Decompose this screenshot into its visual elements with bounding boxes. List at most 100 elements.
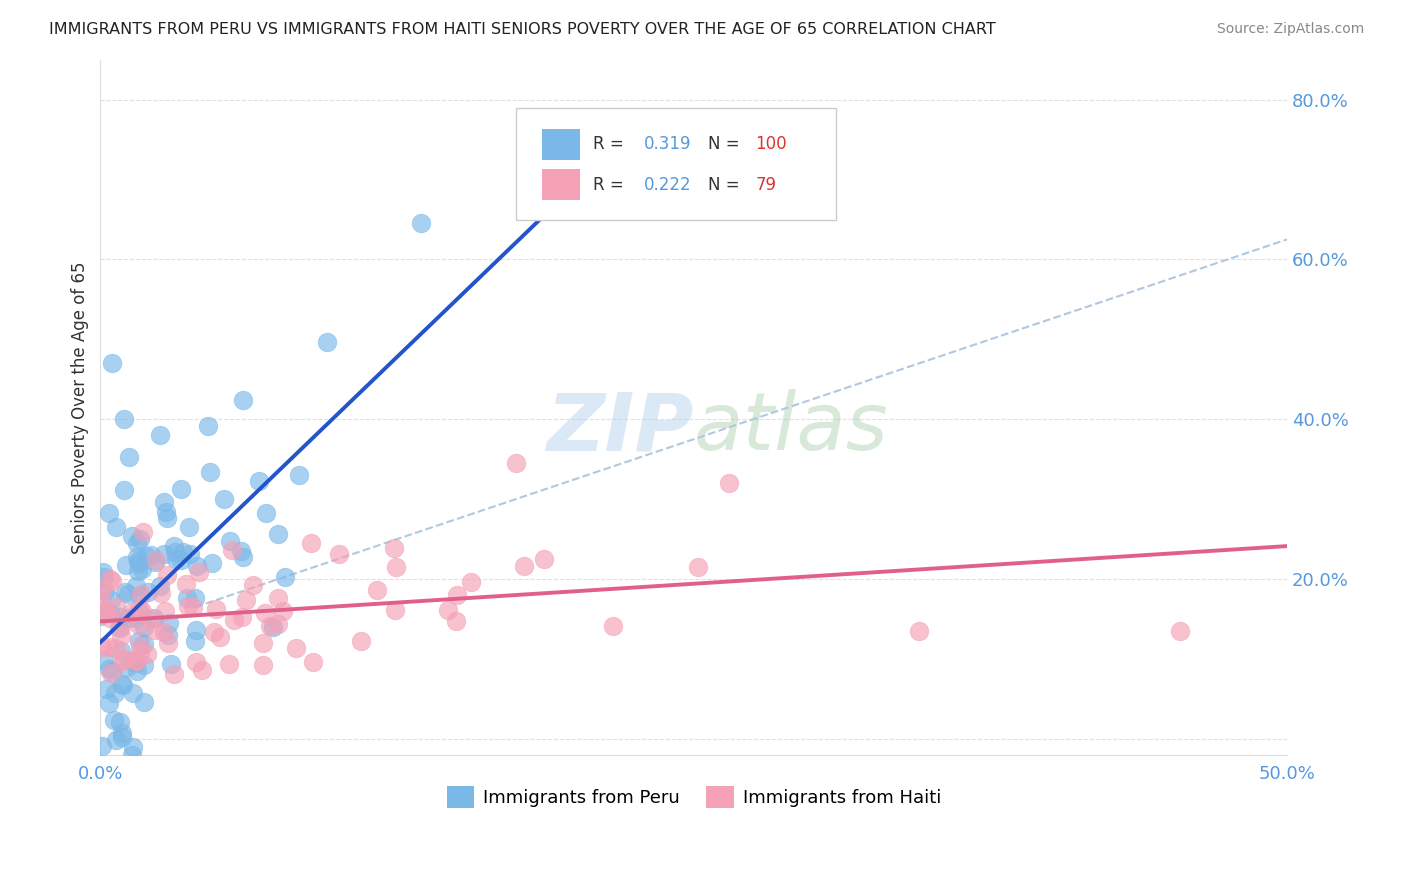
- Point: [143, 555, 166, 569]
- Point: [98, 607, 121, 621]
- Point: [602, 619, 624, 633]
- Point: [202, 624, 225, 639]
- Point: [149, 579, 172, 593]
- Point: [150, 586, 173, 600]
- Point: [299, 536, 322, 550]
- Point: [135, 549, 157, 564]
- Point: [444, 614, 467, 628]
- Point: [235, 592, 257, 607]
- Point: [176, 576, 198, 591]
- Point: [229, 543, 252, 558]
- Point: [177, 519, 200, 533]
- Point: [686, 560, 709, 574]
- FancyBboxPatch shape: [541, 129, 579, 161]
- Point: [125, 579, 148, 593]
- Point: [97, 640, 120, 654]
- Point: [91, 565, 114, 579]
- Point: [134, 695, 156, 709]
- Point: [128, 533, 150, 547]
- Point: [93, 653, 115, 667]
- Point: [259, 618, 281, 632]
- Point: [97, 506, 120, 520]
- Point: [94, 583, 117, 598]
- Point: [152, 625, 174, 640]
- Point: [212, 491, 235, 506]
- Point: [110, 620, 132, 634]
- Point: [205, 602, 228, 616]
- Point: [104, 640, 127, 655]
- Point: [105, 733, 128, 747]
- Point: [184, 591, 207, 605]
- Point: [184, 633, 207, 648]
- Point: [131, 524, 153, 539]
- Point: [170, 482, 193, 496]
- Point: [129, 639, 152, 653]
- Point: [98, 696, 121, 710]
- Point: [267, 591, 290, 605]
- Point: [908, 624, 931, 638]
- Point: [125, 611, 148, 625]
- Point: [134, 620, 156, 634]
- Point: [271, 604, 294, 618]
- Point: [89, 590, 111, 604]
- Point: [153, 494, 176, 508]
- Point: [115, 558, 138, 572]
- Point: [187, 565, 209, 579]
- Point: [94, 682, 117, 697]
- Point: [110, 726, 132, 740]
- Point: [127, 564, 149, 578]
- Point: [169, 553, 191, 567]
- Point: [129, 587, 152, 601]
- Point: [121, 529, 143, 543]
- Text: 0.222: 0.222: [644, 176, 692, 194]
- Text: 79: 79: [755, 176, 776, 194]
- Point: [139, 611, 162, 625]
- Point: [101, 356, 124, 370]
- Point: [232, 549, 254, 564]
- Point: [218, 533, 240, 548]
- Point: [111, 654, 134, 668]
- Point: [112, 412, 135, 426]
- Point: [242, 578, 264, 592]
- Point: [103, 714, 125, 728]
- Point: [97, 662, 120, 676]
- Point: [252, 635, 274, 649]
- Point: [124, 653, 146, 667]
- Point: [155, 505, 177, 519]
- Point: [114, 585, 136, 599]
- Point: [266, 617, 288, 632]
- Point: [117, 660, 139, 674]
- Point: [129, 646, 152, 660]
- Point: [149, 428, 172, 442]
- Point: [111, 730, 134, 744]
- Point: [153, 604, 176, 618]
- Point: [134, 657, 156, 672]
- Point: [89, 609, 111, 624]
- Point: [385, 560, 408, 574]
- Point: [125, 664, 148, 678]
- Point: [128, 634, 150, 648]
- Point: [366, 582, 388, 597]
- Point: [209, 630, 232, 644]
- Point: [128, 618, 150, 632]
- Point: [156, 511, 179, 525]
- Point: [108, 621, 131, 635]
- Point: [284, 640, 307, 655]
- Point: [117, 611, 139, 625]
- Point: [288, 467, 311, 482]
- FancyBboxPatch shape: [541, 169, 579, 200]
- Point: [183, 600, 205, 615]
- Point: [104, 520, 127, 534]
- Point: [718, 476, 741, 491]
- Point: [90, 582, 112, 597]
- Point: [94, 602, 117, 616]
- Point: [108, 715, 131, 730]
- Point: [267, 527, 290, 541]
- Point: [128, 556, 150, 570]
- Point: [302, 655, 325, 669]
- Point: [163, 667, 186, 681]
- Point: [124, 657, 146, 671]
- Point: [127, 554, 149, 568]
- Point: [460, 574, 482, 589]
- Point: [157, 636, 180, 650]
